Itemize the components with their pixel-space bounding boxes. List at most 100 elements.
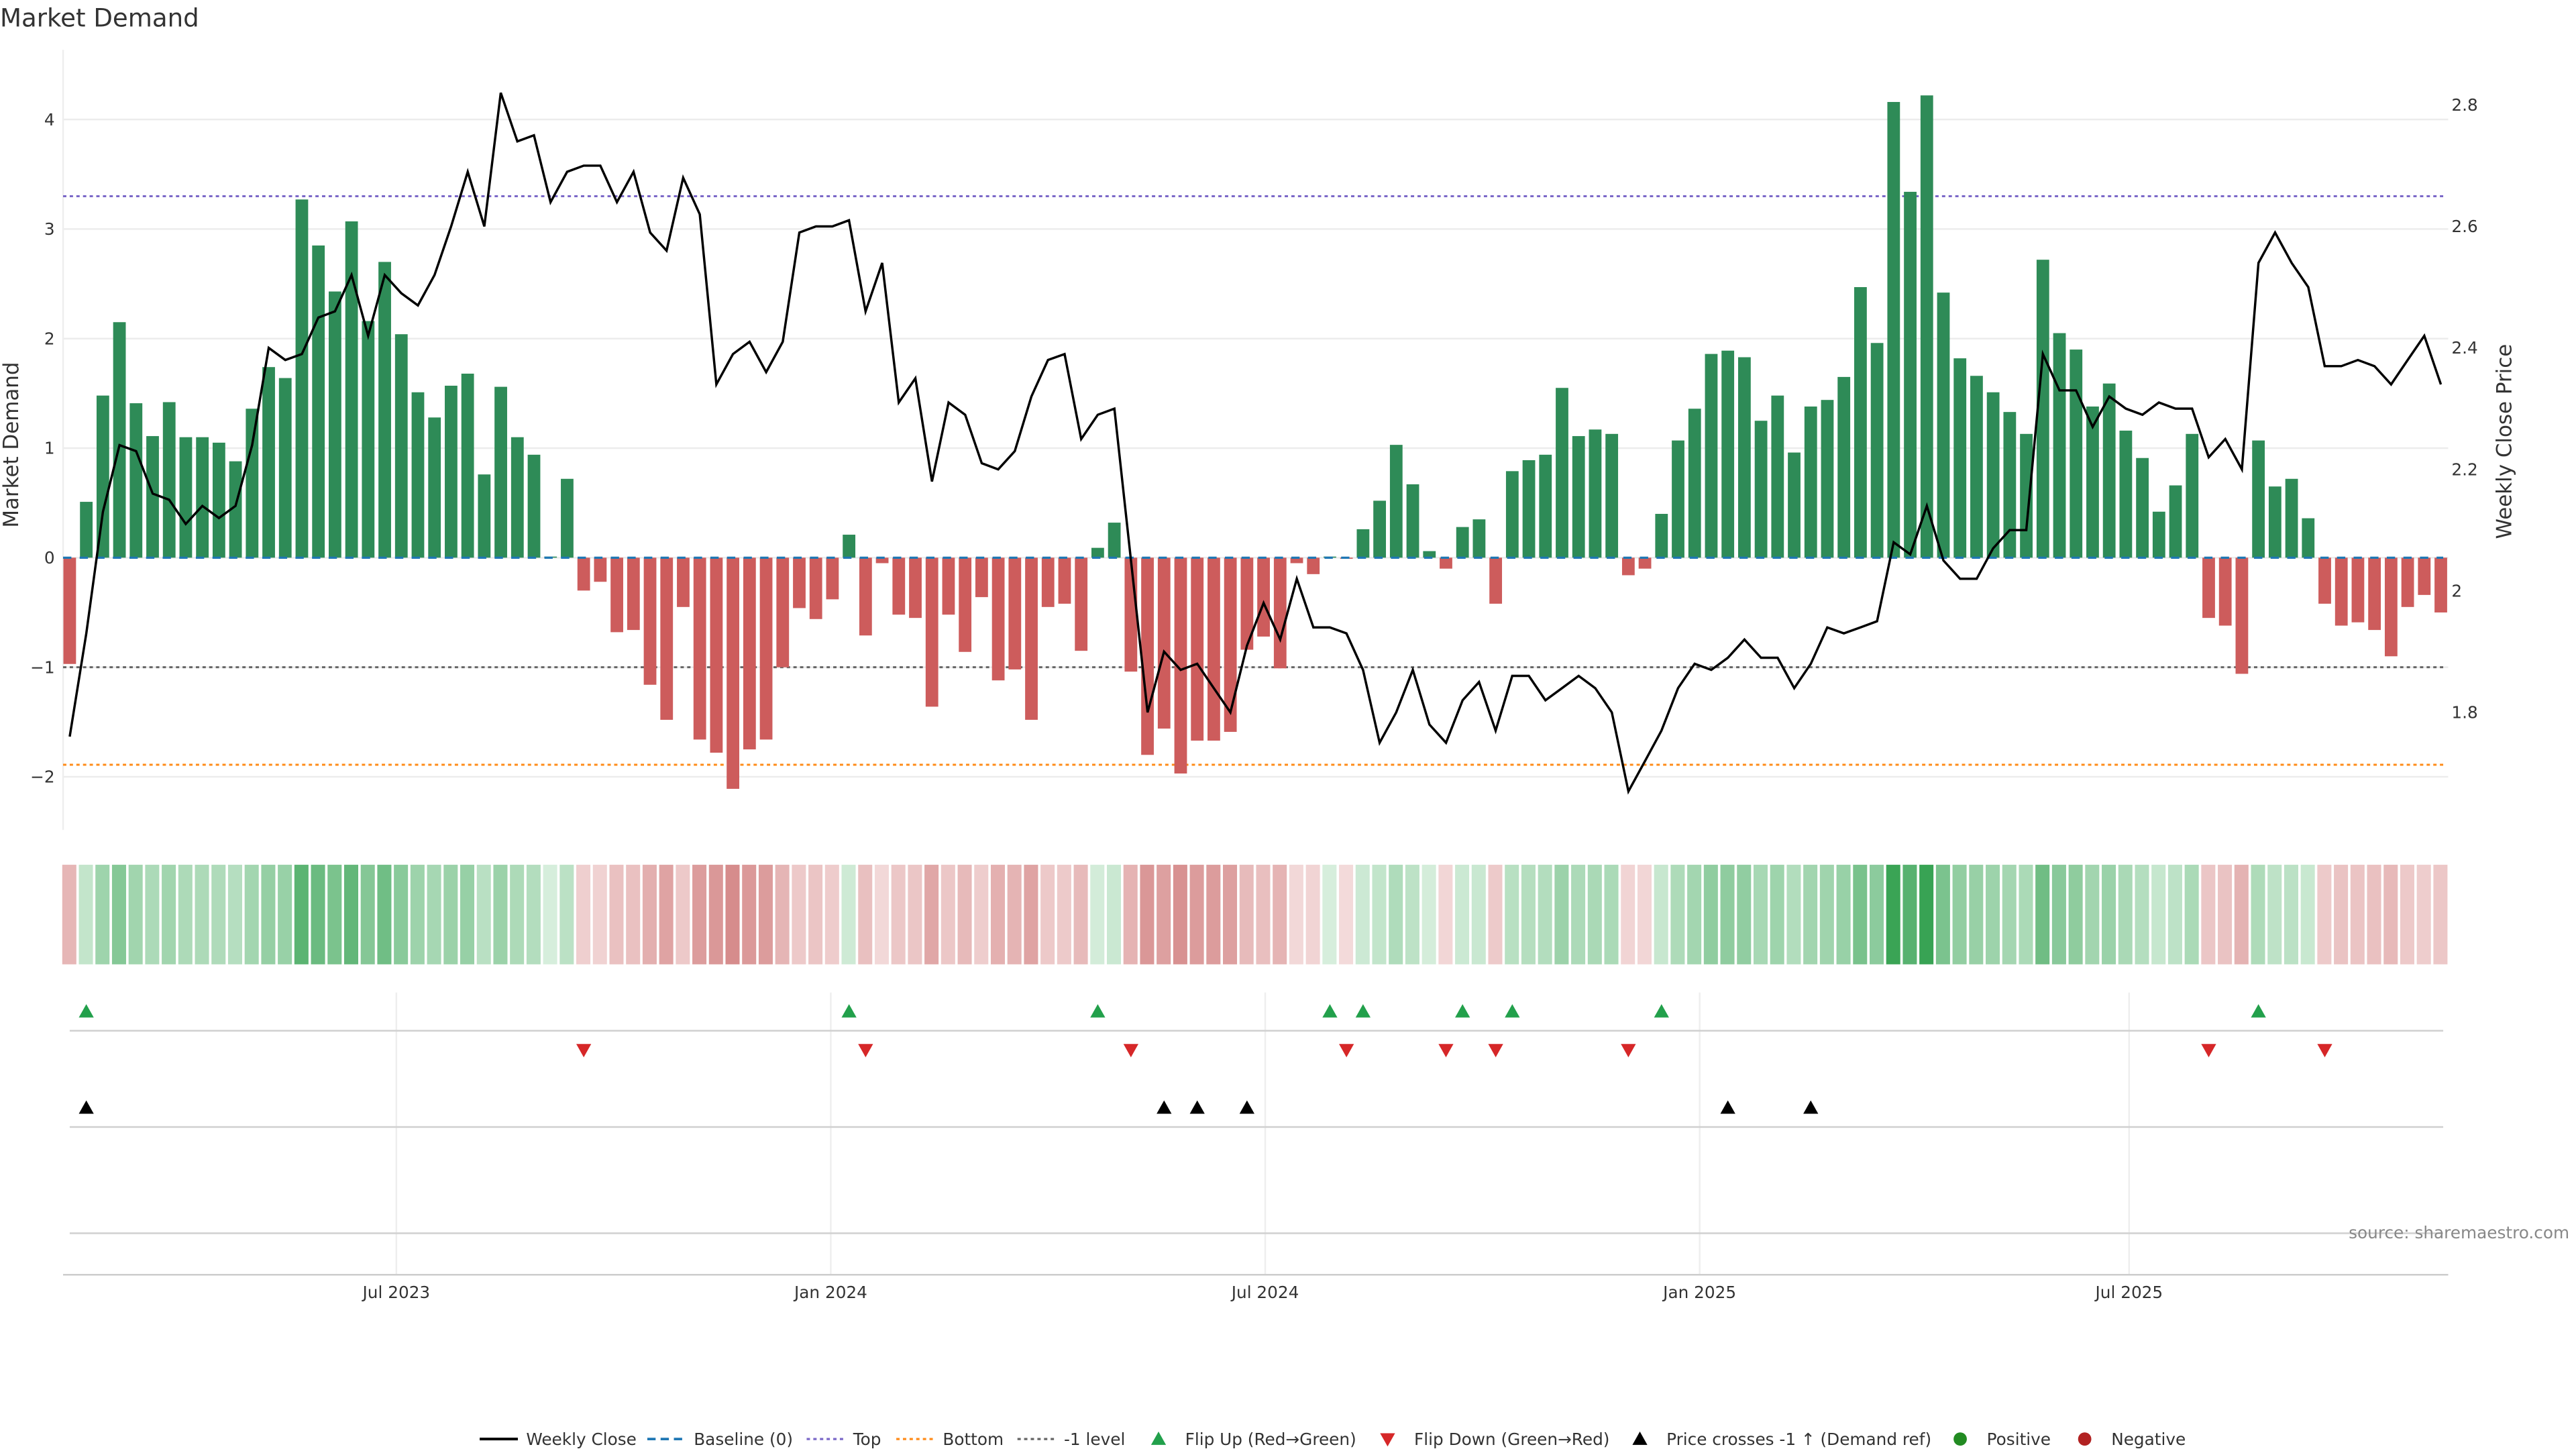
x-tick-label: Jan 2025 [1662,1283,1736,1302]
negative-bar [2235,557,2249,674]
negative-bar [809,557,822,619]
heat-cell [1305,865,1320,965]
heat-cell [609,865,624,965]
negative-bar [2202,557,2215,619]
heat-cell [1720,865,1735,965]
negative-bar [793,557,806,608]
positive-bar [212,442,225,558]
legend-triangle-up-icon [1150,1432,1167,1445]
heat-cell [1919,865,1934,965]
heat-cell [2035,865,2050,965]
heat-cell [128,865,143,965]
flip-up-marker [1654,1004,1669,1018]
flip-up-marker [1322,1004,1338,1018]
heat-cell [924,865,939,965]
heat-cell [775,865,790,965]
positive-bar [478,474,491,558]
flip-up-marker [1355,1004,1371,1018]
flip-down-marker [858,1044,873,1058]
negative-bar [693,557,706,740]
heat-cell [1123,865,1138,965]
heat-cell [708,865,723,965]
heat-cell [343,865,359,965]
positive-bar [1556,388,1568,558]
heat-cell [2350,865,2365,965]
heat-cell [2118,865,2133,965]
heat-cell [676,865,690,965]
negative-bar [875,557,889,564]
negative-bar [925,557,938,707]
x-tick-label: Jul 2023 [362,1283,431,1302]
heat-cell [1554,865,1569,965]
legend-label: Flip Up (Red→Green) [1185,1430,1356,1449]
y-tick-label: 1 [44,439,55,458]
positive-bar [2152,511,2165,558]
positive-bar [1589,429,1602,558]
heat-cell [1621,865,1635,965]
heat-cell [1073,865,1088,965]
negative-bar [1307,557,1320,574]
heat-cell [758,865,773,965]
positive-bar [2268,486,2282,558]
heat-cell [1803,865,1818,965]
heat-cell [278,865,292,965]
positive-bar [1688,409,1701,558]
x-axis-ticks: Jul 2023 Jan 2024 Jul 2024 Jan 2025 Jul 2025 [362,1283,2163,1302]
heat-cell [145,865,160,965]
flip-down-marker [1621,1044,1636,1058]
heat-cell [874,865,889,965]
heat-cell [725,865,740,965]
heat-cell [476,865,491,965]
y2-tick-label: 2.6 [2451,217,2477,236]
heat-cell [1737,865,1752,965]
flip-up-marker [841,1004,857,1018]
heat-cell [957,865,972,965]
heat-cell [1189,865,1204,965]
x-tick-label: Jan 2024 [793,1283,867,1302]
heat-cell [792,865,806,965]
negative-bar [2318,557,2331,604]
positive-bar [1108,523,1121,558]
positive-bar [1953,358,1967,558]
positive-bar [1754,421,1768,558]
flip-down-marker [1123,1044,1138,1058]
negative-bar [959,557,972,652]
heat-cell [443,865,458,965]
negative-bar [1208,557,1220,741]
heat-cell [1538,865,1552,965]
positive-bar [561,478,574,558]
heat-cell [1819,865,1834,965]
negative-bar [991,557,1005,681]
negative-bar [1191,557,1204,741]
negative-bar [63,557,76,664]
heat-cell [95,865,110,965]
negative-bar [1489,557,1503,604]
heat-cell [1853,865,1868,965]
heat-cell [2317,865,2332,965]
heat-cell [1604,865,1619,965]
legend-circle-icon [1953,1432,1967,1446]
negative-bar [2334,557,2348,626]
negative-bar [1440,557,1452,569]
heat-cell [1505,865,1519,965]
negative-bar [1157,557,1171,729]
heat-cell [841,865,856,965]
positive-bar [2086,406,2099,558]
heat-cell [460,865,475,965]
negative-bar [859,557,872,636]
legend-label: Positive [1987,1430,2051,1449]
heat-cell [510,865,525,965]
positive-bar [229,461,242,558]
demand-heat-strip [62,865,2448,965]
heat-cell [1969,865,1984,965]
heat-cell [742,865,757,965]
negative-bar [610,557,623,633]
positive-bar [2036,260,2049,558]
heat-cell [576,865,591,965]
heat-cell [1106,865,1122,965]
heat-cell [1157,865,1171,965]
negative-bar [2401,557,2414,607]
heat-cell [410,865,425,965]
heat-cell [1024,865,1038,965]
negative-bar [627,557,640,631]
